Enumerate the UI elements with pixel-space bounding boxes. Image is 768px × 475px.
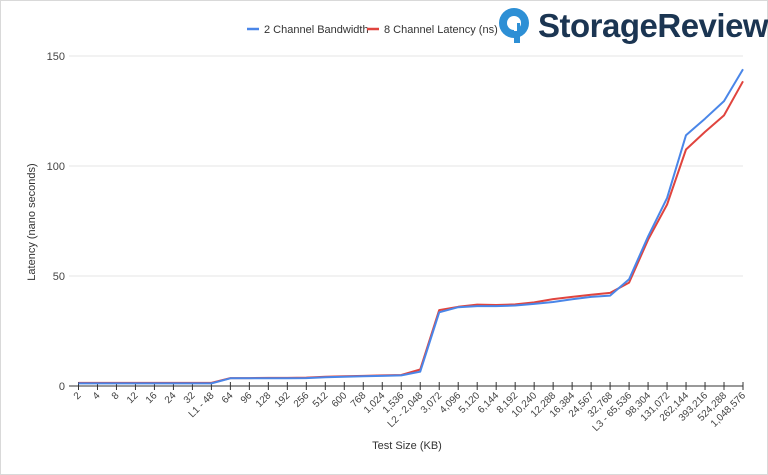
legend: 2 Channel Bandwidth 8 Channel Latency (ns… (247, 24, 498, 36)
y-tick-label: 50 (53, 271, 65, 283)
x-tick-label: 256 (292, 390, 312, 410)
x-tick-label: 64 (220, 390, 236, 406)
x-tick-label: 24 (163, 390, 179, 406)
series-line (78, 68, 744, 385)
x-tick-label: 192 (273, 390, 293, 410)
y-axis-ticks: 0 50 100 150 (47, 51, 65, 393)
series-line (78, 80, 744, 384)
y-tick-label: 0 (59, 381, 65, 393)
x-axis-title: Test Size (KB) (372, 440, 442, 452)
series-lines (78, 68, 744, 385)
y-tick-label: 100 (47, 161, 65, 173)
brand-logo: StorageReview (498, 7, 768, 45)
y-tick-label: 150 (47, 51, 65, 63)
x-tick-label: 12 (125, 390, 141, 406)
grid-lines (69, 55, 743, 277)
brand-name: StorageReview (538, 7, 768, 44)
storagereview-logo-icon (499, 8, 529, 43)
x-tick-label: 2 (72, 390, 84, 402)
x-tick-label: 4 (91, 390, 103, 402)
x-tick-label: 8 (110, 390, 122, 402)
x-tick-label: 96 (239, 390, 255, 406)
x-tick-label: 16 (144, 390, 160, 406)
x-tick-label: 512 (311, 390, 331, 410)
legend-label: 2 Channel Bandwidth (264, 24, 369, 36)
y-axis-title: Latency (nano seconds) (26, 163, 38, 280)
legend-label: 8 Channel Latency (ns) (384, 24, 498, 36)
x-tick-label: 600 (330, 390, 350, 410)
x-tick-label: 128 (254, 390, 274, 410)
